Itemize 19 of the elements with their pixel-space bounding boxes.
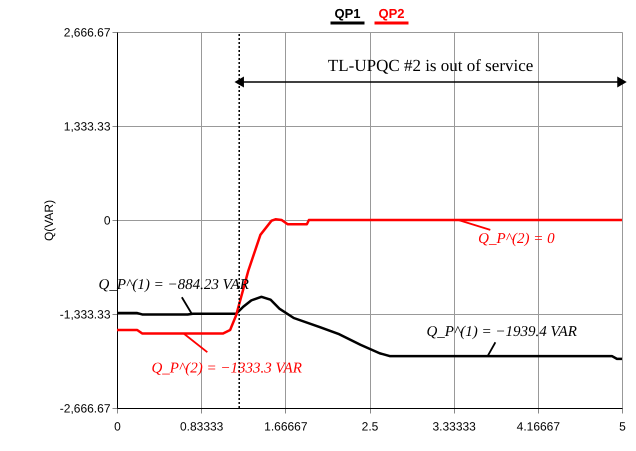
x-tick-label: 2.5 — [362, 420, 379, 434]
annotation: TL-UPQC #2 is out of service — [328, 56, 534, 75]
x-tick-label: 5 — [619, 420, 626, 434]
text: QP2 — [378, 6, 405, 21]
x-tick-label: 1.66667 — [264, 420, 308, 434]
x-tick-label: 0.83333 — [180, 420, 224, 434]
y-tick-label: -1,333.33 — [60, 308, 111, 322]
y-tick-label: 0 — [104, 214, 111, 228]
annotation: Q_P^(2) = 0 — [478, 231, 556, 247]
y-tick-label: -2,666.67 — [60, 402, 111, 416]
y-tick-label: 1,333.33 — [64, 120, 111, 134]
annotation: Q_P^(1) = −1939.4 VAR — [426, 324, 577, 340]
x-tick-label: 0 — [114, 420, 122, 434]
y-axis-title: Q(VAR) — [42, 200, 56, 242]
x-tick-label: 3.33333 — [432, 420, 476, 434]
text: QP1 — [334, 6, 361, 21]
annotation: Q_P^(2) = −1333.3 VAR — [151, 360, 302, 377]
y-tick-label: 2,666.67 — [64, 26, 111, 40]
x-tick-label: 4.16667 — [516, 420, 560, 434]
